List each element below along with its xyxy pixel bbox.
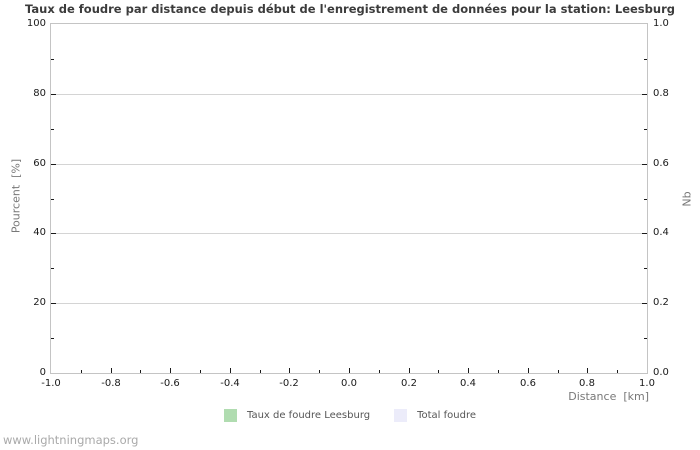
y-axis-label-right: Nb — [680, 191, 694, 207]
y-left-tick-label: 20 — [33, 297, 46, 308]
y-left-tick-label: 0 — [39, 367, 46, 378]
gridline — [51, 303, 647, 304]
y-left-tick-label: 100 — [26, 18, 46, 29]
y-axis-tick — [644, 268, 647, 269]
y-axis-tick — [642, 233, 647, 234]
x-tick-label: -1.0 — [41, 378, 61, 389]
x-axis-tick — [230, 368, 231, 373]
x-axis-tick — [409, 368, 410, 373]
y-right-tick-label: 0.0 — [653, 367, 669, 378]
y-axis-tick — [51, 129, 54, 130]
y-axis-tick — [51, 233, 56, 234]
x-axis-tick — [587, 368, 588, 373]
x-tick-label: 0.6 — [520, 378, 536, 389]
x-axis-tick — [111, 368, 112, 373]
legend-swatch-taux-de-foudre — [223, 409, 237, 422]
y-axis-tick — [51, 303, 56, 304]
y-axis-tick — [644, 199, 647, 200]
x-tick-label: 0.8 — [579, 378, 595, 389]
x-axis-tick — [289, 368, 290, 373]
y-left-tick-label: 40 — [33, 227, 46, 238]
y-axis-tick — [51, 268, 54, 269]
y-axis-tick — [644, 129, 647, 130]
y-axis-tick — [642, 94, 647, 95]
y-axis-tick — [51, 94, 56, 95]
legend-item-taux: Taux de foudre Leesburg — [223, 409, 371, 422]
x-tick-label: -0.8 — [101, 378, 121, 389]
y-axis-tick — [51, 199, 54, 200]
x-tick-label: 0.4 — [460, 378, 476, 389]
x-axis-tick — [617, 370, 618, 373]
legend-swatch-total-foudre — [394, 409, 408, 422]
plot-area — [50, 23, 648, 374]
y-axis-tick — [644, 338, 647, 339]
x-axis-tick — [200, 370, 201, 373]
x-axis-tick — [349, 368, 350, 373]
x-axis-tick — [379, 370, 380, 373]
x-tick-label: 0.0 — [341, 378, 357, 389]
legend: Taux de foudre Leesburg Total foudre — [0, 409, 700, 422]
x-axis-tick — [498, 370, 499, 373]
x-axis-tick — [468, 368, 469, 373]
y-axis-tick — [644, 59, 647, 60]
legend-label-total-foudre: Total foudre — [417, 410, 477, 421]
legend-label-taux-de-foudre: Taux de foudre Leesburg — [246, 410, 371, 421]
gridline — [51, 233, 647, 234]
x-axis-tick — [260, 370, 261, 373]
y-axis-tick — [51, 59, 54, 60]
y-axis-tick — [642, 303, 647, 304]
y-left-tick-label: 60 — [33, 158, 46, 169]
y-left-tick-label: 80 — [33, 88, 46, 99]
x-axis-tick — [81, 370, 82, 373]
y-right-tick-label: 0.6 — [653, 158, 669, 169]
gridline — [51, 164, 647, 165]
y-right-tick-label: 0.4 — [653, 227, 669, 238]
legend-item-total: Total foudre — [394, 409, 476, 422]
y-axis-tick — [51, 164, 56, 165]
x-tick-label: -0.2 — [279, 378, 299, 389]
watermark-link: www.lightningmaps.org — [3, 433, 139, 447]
x-axis-tick — [438, 370, 439, 373]
x-axis-tick — [319, 370, 320, 373]
x-axis-label: Distance [km] — [568, 390, 649, 403]
x-tick-label: 0.2 — [401, 378, 417, 389]
x-axis-tick — [558, 370, 559, 373]
y-right-tick-label: 0.8 — [653, 88, 669, 99]
x-tick-label: -0.6 — [160, 378, 180, 389]
y-axis-tick — [642, 164, 647, 165]
x-axis-tick — [140, 370, 141, 373]
y-axis-tick — [51, 338, 54, 339]
chart-title: Taux de foudre par distance depuis début… — [25, 2, 675, 16]
y-right-tick-label: 0.2 — [653, 297, 669, 308]
x-axis-tick — [170, 368, 171, 373]
gridline — [51, 94, 647, 95]
x-tick-label: -0.4 — [220, 378, 240, 389]
x-tick-label: 1.0 — [639, 378, 655, 389]
y-right-tick-label: 1.0 — [653, 18, 669, 29]
x-axis-tick — [528, 368, 529, 373]
